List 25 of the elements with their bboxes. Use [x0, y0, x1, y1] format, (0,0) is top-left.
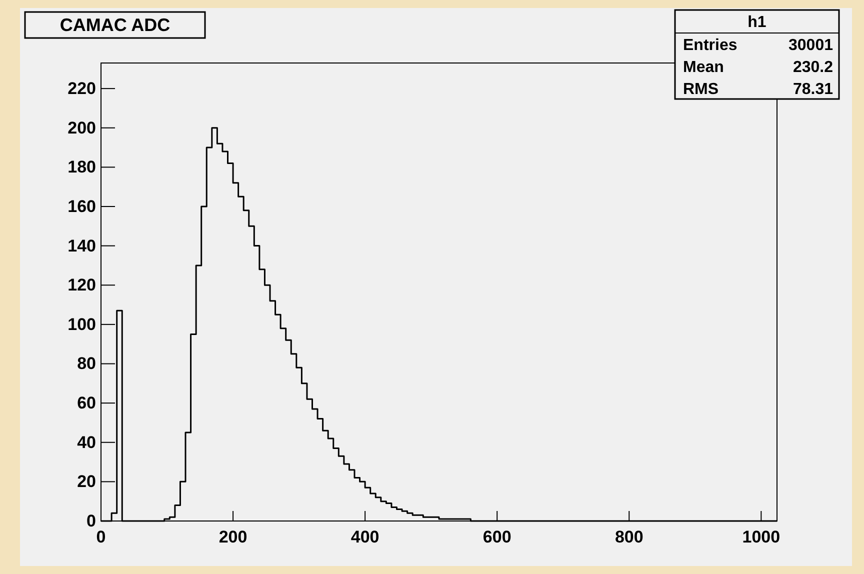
y-tick-label: 40: [77, 432, 96, 452]
text: 30001: [788, 37, 834, 54]
y-tick-label: 160: [68, 196, 96, 216]
text: 78.31: [792, 81, 834, 98]
x-tick-label: 600: [482, 528, 512, 547]
x-tick-label: 200: [218, 528, 248, 547]
y-tick-label: 20: [77, 472, 96, 492]
chart-title: CAMAC ADC: [60, 15, 170, 35]
x-tick-label: 400: [350, 528, 380, 547]
y-tick-label: 140: [68, 236, 96, 256]
text: Entries: [683, 37, 738, 54]
x-tick-label: 1000: [742, 528, 780, 547]
text: h1: [748, 14, 766, 31]
annotation: RMS: [683, 81, 719, 98]
y-tick-label: 100: [68, 314, 96, 334]
y-tick-label: 200: [68, 118, 96, 138]
annotation: Mean: [683, 59, 724, 76]
text: 230.2: [792, 59, 834, 76]
y-tick-label: 220: [68, 78, 96, 98]
y-tick-label: 180: [68, 158, 96, 177]
y-tick-label: 120: [68, 276, 96, 295]
y-tick-label: 60: [77, 394, 96, 412]
y-tick-label: 80: [77, 354, 96, 374]
y-tick-label: 0: [86, 511, 96, 530]
x-tick-label: 800: [614, 528, 644, 547]
